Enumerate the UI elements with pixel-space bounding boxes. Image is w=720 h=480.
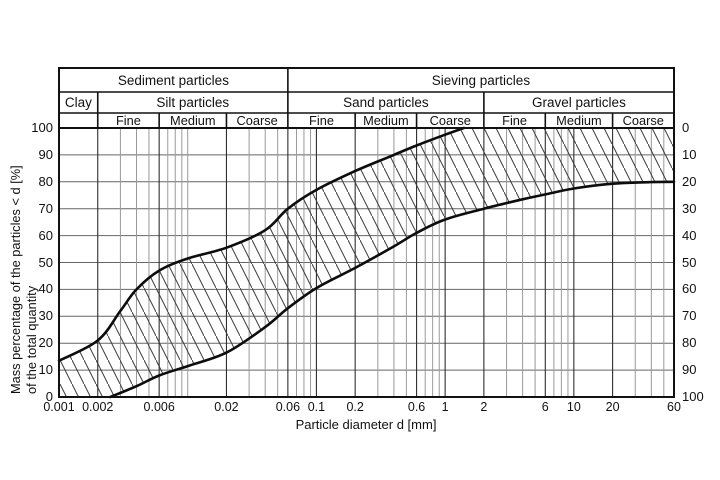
- x-tick-label: 0.002: [82, 400, 114, 414]
- x-tick-label: 0.06: [275, 400, 301, 414]
- upper-envelope-curve: [57, 126, 466, 362]
- y-left-tick-label: 30: [38, 308, 53, 324]
- header-cell-row3-fine-7: Fine: [502, 113, 528, 128]
- lower-envelope-curve: [108, 180, 676, 399]
- x-tick-label: 6: [541, 400, 549, 414]
- y-left-tick-label: 70: [38, 200, 53, 216]
- y-axis-title: Mass percentage of the particles < d [%]…: [8, 165, 40, 394]
- header-cell-row2-clay-0: Clay: [64, 95, 92, 110]
- header-cell-row3-empty-0: [59, 113, 98, 128]
- x-tick-label: 0.001: [43, 400, 75, 414]
- y-left-tick-label: 100: [31, 120, 53, 135]
- y-right-tick-label: 50: [682, 254, 697, 270]
- header-cell-row3-medium-2: Medium: [170, 113, 216, 128]
- x-tick-label: 20: [605, 400, 620, 414]
- header-cell-row3-medium-5: Medium: [363, 113, 409, 128]
- y-left-tick-label: 0: [45, 389, 53, 404]
- y-left-tick-label: 40: [38, 281, 53, 297]
- y-left-tick-label: 90: [38, 146, 53, 162]
- y-right-tick-label: 90: [682, 362, 697, 378]
- header-cell-row3-coarse-9: Coarse: [622, 113, 664, 128]
- y-axis-title-line2: of the total quantity: [24, 285, 39, 394]
- y-left-tick-label: 50: [38, 254, 53, 270]
- y-left-tick-label: 60: [38, 227, 53, 243]
- header-cell-row1-sieving-particles-1: Sieving particles: [431, 72, 531, 88]
- x-tick-label: 1: [441, 400, 449, 414]
- y-left-tick-label: 80: [38, 173, 53, 189]
- y-right-tick-label: 80: [682, 335, 697, 351]
- header-cell-row3-medium-8: Medium: [556, 113, 602, 128]
- y-right-tick-label: 40: [682, 227, 697, 243]
- hatch-band: [59, 128, 674, 397]
- y-right-tick-label: 20: [682, 173, 697, 189]
- x-tick-label: 0.02: [214, 400, 239, 414]
- y-right-tick-label: 100: [682, 389, 704, 404]
- header-cell-row3-fine-1: Fine: [115, 113, 141, 128]
- header-cell-row2-gravel-particles-3: Gravel particles: [532, 95, 626, 110]
- x-tick-label: 0.6: [407, 400, 426, 414]
- y-right-tick-label: 60: [682, 281, 697, 297]
- x-tick-label: 2: [480, 400, 488, 414]
- header-cell-row2-silt-particles-1: Silt particles: [156, 95, 230, 110]
- y-right-tick-label: 0: [682, 120, 690, 135]
- x-tick-label: 60: [667, 400, 681, 414]
- y-axis-title-line1: Mass percentage of the particles < d [%]: [8, 165, 23, 394]
- header-cell-row2-sand-particles-2: Sand particles: [343, 95, 429, 110]
- x-tick-label: 0.2: [346, 400, 364, 414]
- x-tick-label: 0.1: [307, 400, 326, 414]
- header-cell-row3-fine-4: Fine: [309, 113, 334, 128]
- y-right-tick-label: 70: [682, 308, 697, 324]
- y-left-tick-label: 10: [38, 362, 53, 378]
- header-cell-row3-coarse-3: Coarse: [236, 113, 278, 128]
- x-tick-label: 10: [566, 400, 581, 414]
- x-tick-label: 0.006: [143, 400, 175, 414]
- y-right-tick-label: 10: [682, 146, 697, 162]
- header-cell-row3-coarse-6: Coarse: [429, 113, 471, 128]
- y-left-tick-label: 20: [38, 335, 53, 351]
- x-axis-title: Particle diameter d [mm]: [295, 417, 437, 432]
- header-cell-row1-sediment-particles-0: Sediment particles: [117, 72, 229, 88]
- table-border: [58, 67, 675, 398]
- y-right-tick-label: 30: [682, 200, 697, 216]
